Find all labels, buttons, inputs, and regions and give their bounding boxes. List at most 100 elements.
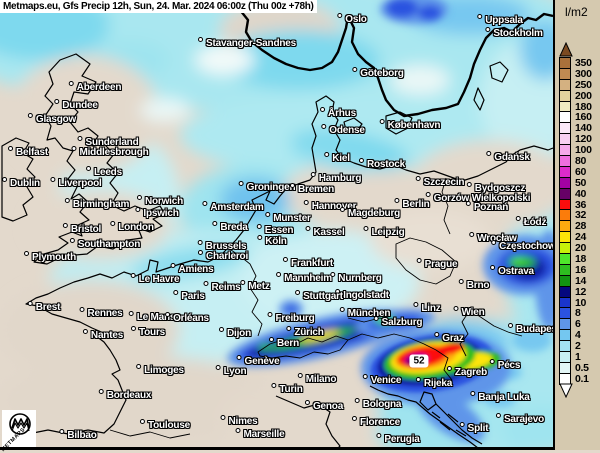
coast-liguria <box>275 395 341 450</box>
city-marker <box>286 326 292 331</box>
city-label: Budapest <box>508 323 560 335</box>
city-label: Southampton <box>69 238 141 250</box>
city-label: Leipzig <box>363 226 405 238</box>
city-label: Rostock <box>358 158 406 170</box>
city-marker <box>335 289 341 294</box>
city-marker <box>256 224 262 229</box>
legend-value: 160 <box>575 111 592 124</box>
city-label: Köln <box>257 235 287 247</box>
coast-continent <box>7 95 553 435</box>
city-label: Linz <box>413 302 441 314</box>
city-marker <box>265 212 271 217</box>
legend-value: 4 <box>575 329 581 342</box>
city-marker <box>165 312 171 317</box>
city-marker <box>82 329 88 334</box>
city-name: Ingolstadt <box>343 290 389 301</box>
legend-value: 14 <box>575 274 587 287</box>
city-marker <box>276 272 282 277</box>
map-canvas <box>0 0 553 450</box>
city-name: Genoa <box>312 401 344 412</box>
city-marker <box>27 113 33 118</box>
legend-step: 200 <box>559 90 592 102</box>
legend-value: 180 <box>575 100 592 113</box>
city-label: Kassel <box>305 226 345 238</box>
city-marker <box>304 400 310 405</box>
city-label: Perugia <box>376 433 420 445</box>
city-name: Milano <box>305 374 337 385</box>
coast-ireland <box>1 137 36 222</box>
city-name: Århus <box>328 108 356 119</box>
city-marker <box>220 415 226 420</box>
city-name: Southampton <box>77 239 141 250</box>
city-label: Szczecin <box>415 176 465 188</box>
city-marker <box>415 377 421 382</box>
city-name: Liverpool <box>58 178 102 189</box>
city-layer: Oslo Uppsala Stockholm Stavanger-Sandnes Göt… <box>2 13 561 445</box>
city-label: Bologna <box>354 398 402 410</box>
city-name: Salzburg <box>381 317 423 328</box>
city-label: Brest <box>27 301 60 313</box>
legend-overflow-triangle <box>559 42 573 57</box>
city-marker <box>135 207 141 212</box>
city-name: Bydgoszcz <box>474 183 526 194</box>
city-name: Oslo <box>345 14 367 25</box>
city-label: Wrocław <box>469 232 517 244</box>
city-label: Belfast <box>8 146 48 158</box>
city-marker <box>215 365 221 370</box>
city-label: Venice <box>362 374 402 386</box>
city-marker <box>508 323 514 328</box>
city-name: Göteborg <box>360 68 404 79</box>
city-label: Sarajevo <box>495 413 544 425</box>
city-marker <box>376 433 382 438</box>
legend-value: 8 <box>575 307 581 320</box>
city-name: Rostock <box>366 159 406 170</box>
city-name: Munster <box>273 213 311 224</box>
legend-value: 200 <box>575 89 592 102</box>
city-name: Rennes <box>87 308 123 319</box>
city-name: København <box>387 120 441 131</box>
city-name: Łódź <box>523 217 547 228</box>
city-marker <box>465 201 471 206</box>
city-marker <box>303 200 309 205</box>
croatian-islands <box>431 411 467 437</box>
city-label: München <box>339 307 390 319</box>
city-label: Tours <box>130 326 165 338</box>
city-name: Frankfurt <box>290 258 334 269</box>
city-label: London <box>110 221 154 233</box>
precip-maximum-cell <box>370 334 501 393</box>
city-name: Bordeaux <box>106 390 152 401</box>
city-name: Kassel <box>313 227 345 238</box>
city-name: Szczecin <box>423 177 465 188</box>
city-name: Plymouth <box>32 252 76 263</box>
city-marker <box>71 146 77 151</box>
city-marker <box>282 257 288 262</box>
city-marker <box>320 107 326 112</box>
city-name: Bologna <box>362 399 402 410</box>
city-marker <box>59 429 65 434</box>
city-marker <box>486 151 492 156</box>
city-name: Stockholm <box>493 28 543 39</box>
precip-legend: l/m2 350 300 250 200 180 160 140 120 100 80 60 50 40… <box>553 0 600 450</box>
city-label: Charleroi <box>197 250 248 262</box>
city-marker <box>363 226 369 231</box>
city-name: Zürich <box>294 327 324 338</box>
city-name: Middlesbrough <box>79 147 149 158</box>
city-name: Gdańsk <box>494 152 530 163</box>
legend-value: 60 <box>575 165 587 178</box>
city-label: Stavanger-Sandnes <box>198 37 296 49</box>
precip-map: Oslo Uppsala Stockholm Stavanger-Sandnes Göt… <box>0 0 561 453</box>
city-label: Banja Luka <box>470 391 530 403</box>
city-label: Middlesbrough <box>71 146 149 158</box>
city-name: Reims <box>211 282 241 293</box>
city-marker <box>339 307 345 312</box>
city-marker <box>198 37 204 42</box>
city-label: Hamburg <box>310 172 361 184</box>
city-label: Munster <box>265 212 311 224</box>
legend-value: 250 <box>575 78 592 91</box>
city-marker <box>240 280 246 285</box>
city-name: Budapest <box>516 324 560 335</box>
city-label: Groningen <box>238 181 296 193</box>
city-label: Dublin <box>2 177 40 189</box>
city-label: Sunderland <box>77 136 139 148</box>
city-name: Venice <box>370 375 402 386</box>
